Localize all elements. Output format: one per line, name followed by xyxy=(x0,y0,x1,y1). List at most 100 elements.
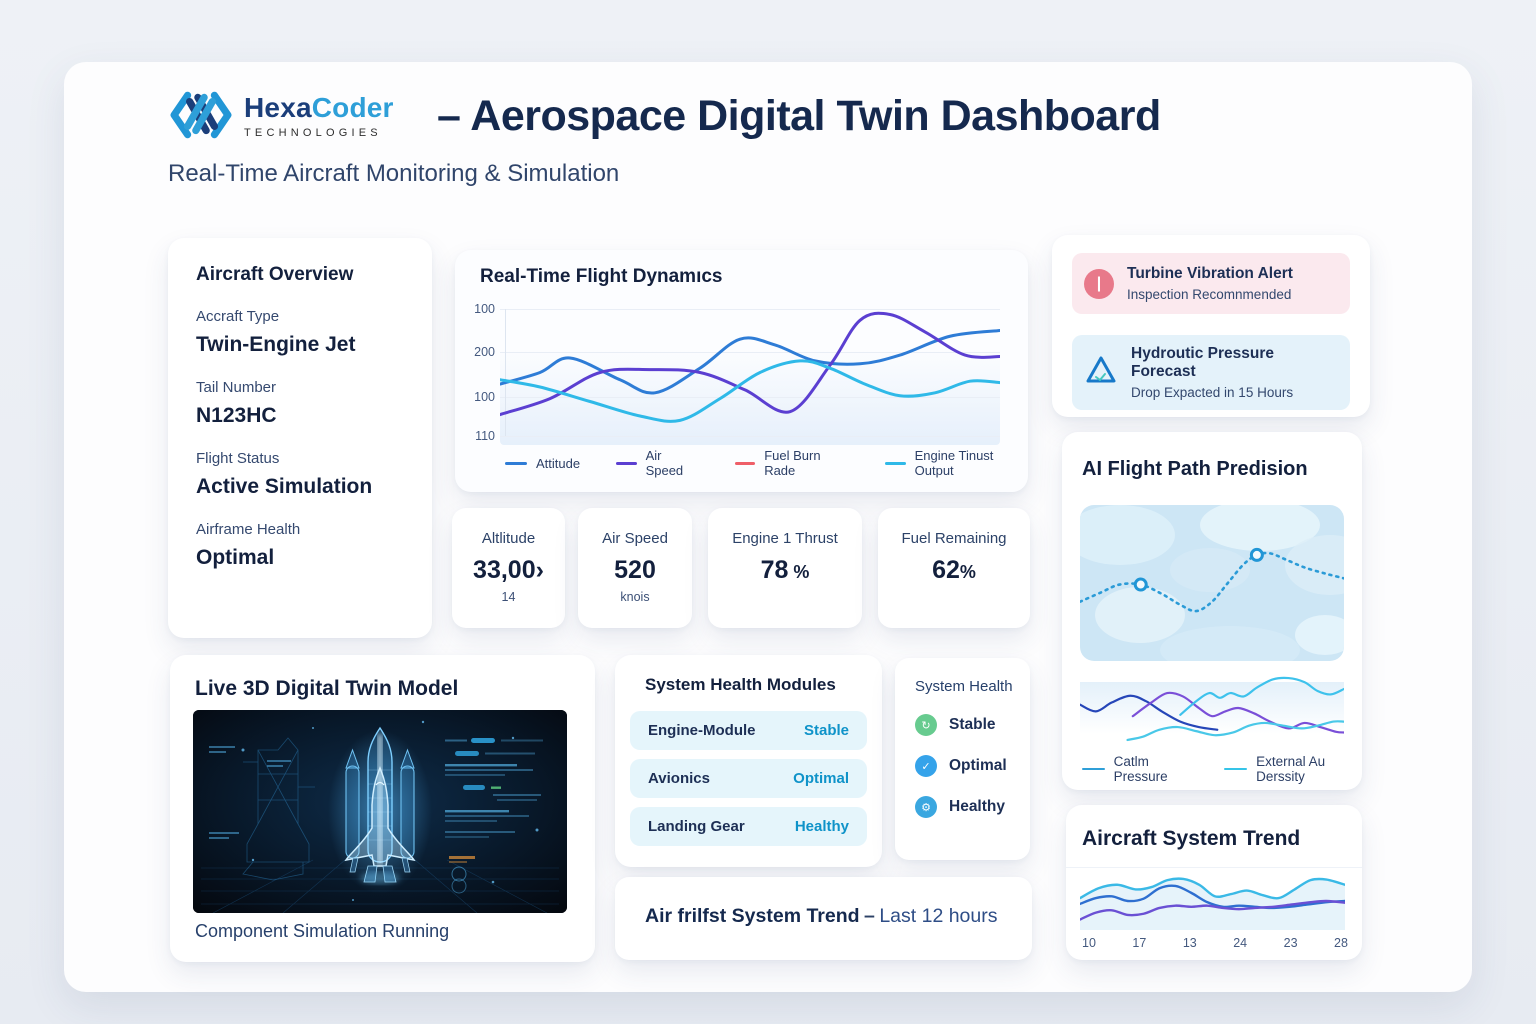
system-health-panel: System Health ↻ Stable ✓ Optimal ⚙ Healt… xyxy=(895,658,1030,860)
field-value: Active Simulation xyxy=(196,475,373,498)
trend-banner-title: Air frilfst System Trend xyxy=(645,905,860,927)
digital-twin-caption: Component Simulation Running xyxy=(195,921,450,941)
tail-number-field: Tail Number N123HC xyxy=(196,379,408,428)
hydraulic-pressure-alert[interactable]: Hydroutic Pressure Forecast Drop Expacte… xyxy=(1072,335,1350,410)
legend-item-fuel-burn[interactable]: Fuel Burn Rade xyxy=(734,448,849,478)
legend-item-external-density[interactable]: External Au Derssity xyxy=(1224,754,1362,784)
legend-item-engine-thrust[interactable]: Engine Tinust Output xyxy=(885,448,1028,478)
flight-path-legend: Catlm Pressure External Au Derssity xyxy=(1082,754,1362,784)
legend-label: Engine Tinust Output xyxy=(914,448,994,478)
metric-sub: knois xyxy=(620,590,650,604)
module-status: Healthy xyxy=(794,818,849,835)
legend-label: Air Speed xyxy=(645,448,684,478)
gridline xyxy=(500,397,1000,398)
x-tick: 28 xyxy=(1334,936,1348,950)
module-row-engine[interactable]: Engine-Module Stable xyxy=(630,711,867,750)
flight-path-chart xyxy=(1080,505,1344,661)
health-item-optimal: ✓ Optimal xyxy=(915,755,1030,777)
flight-status-field: Flight Status Active Simulation xyxy=(196,450,408,499)
legend-dash xyxy=(1082,767,1105,771)
module-status: Optimal xyxy=(793,770,849,787)
air-speed-metric-card: Air Speed 520 knois xyxy=(578,508,692,628)
flight-path-panel: AI Flight Path Predision Catlm Pressure xyxy=(1062,432,1362,790)
legend-item-calm-pressure[interactable]: Catlm Pressure xyxy=(1082,754,1194,784)
hexacoder-logo-icon xyxy=(170,86,232,149)
divider xyxy=(1066,867,1362,868)
alert-title: Hydroutic Pressure Forecast xyxy=(1131,345,1274,380)
y-tick: 100 xyxy=(474,390,495,404)
metric-label: Engine 1 Thrust xyxy=(732,530,838,547)
flight-dynamics-panel: Real-Time Flight Dynamıcs 100 200 100 11… xyxy=(455,250,1028,492)
field-label: Accraft Type xyxy=(196,308,280,325)
legend-label: Fuel Burn Rade xyxy=(764,448,821,478)
legend-item-air-speed[interactable]: Air Speed xyxy=(616,448,699,478)
metric-label: Air Speed xyxy=(602,530,668,547)
flight-dynamics-legend: Attitude Air Speed Fuel Burn Rade Engine… xyxy=(505,448,1028,478)
module-row-avionics[interactable]: Avionics Optimal xyxy=(630,759,867,798)
warning-triangle-icon xyxy=(1084,354,1118,391)
exclamation-icon: | xyxy=(1084,268,1114,299)
legend-item-attitude[interactable]: Attitude xyxy=(505,456,580,471)
system-trend-x-axis: 10 17 13 24 23 28 xyxy=(1082,936,1348,950)
field-value: N123HC xyxy=(196,404,277,427)
turbine-vibration-alert[interactable]: | Turbine Vibration Alert Inspection Rec… xyxy=(1072,253,1350,314)
legend-dash xyxy=(885,461,906,465)
page-title: – Aerospace Digital Twin Dashboard xyxy=(437,92,1161,140)
brand-block: HexaCoder TECHNOLOGIES xyxy=(244,92,394,139)
x-tick: 24 xyxy=(1233,936,1248,950)
metric-value: 33,00› xyxy=(473,556,544,584)
legend-label: External Au Derssity xyxy=(1256,754,1326,784)
x-tick: 10 xyxy=(1082,936,1096,950)
field-label: Tail Number xyxy=(196,379,277,396)
digital-twin-title: Live 3D Digital Twin Model xyxy=(195,677,459,700)
metric-sub: 14 xyxy=(501,590,516,604)
digital-twin-image xyxy=(193,710,567,913)
system-trend-chart xyxy=(1080,877,1345,930)
flight-path-map xyxy=(1080,505,1344,661)
gridline xyxy=(500,309,1000,310)
legend-dash xyxy=(734,461,756,465)
trend-banner: Air frilfst System Trend – Last 12 hours xyxy=(615,877,1032,960)
legend-label: Catlm Pressure xyxy=(1113,754,1168,784)
stable-status-icon: ↻ xyxy=(915,714,937,736)
module-rows: Engine-Module Stable Avionics Optimal La… xyxy=(630,711,867,855)
pressure-density-chart xyxy=(1080,676,1344,742)
aircraft-overview-panel: Aircraft Overview Accraft Type Twin-Engi… xyxy=(168,238,432,638)
health-label: Stable xyxy=(949,716,996,733)
health-label: Optimal xyxy=(949,757,1007,774)
y-axis-line xyxy=(505,309,506,436)
aircraft-type-field: Accraft Type Twin-Engine Jet xyxy=(196,308,408,357)
legend-label: Attitude xyxy=(536,455,581,471)
metric-label: Altlitude xyxy=(481,530,536,547)
gear-status-icon: ⚙ xyxy=(915,796,937,818)
module-row-landing-gear[interactable]: Landing Gear Healthy xyxy=(630,807,867,846)
engine-thrust-metric-card: Engine 1 Thrust 78 % xyxy=(708,508,862,628)
legend-dash xyxy=(1224,767,1248,771)
aircraft-overview-title: Aircraft Overview xyxy=(196,264,354,285)
health-item-stable: ↻ Stable xyxy=(915,714,1030,736)
alert-title: Turbine Vibration Alert xyxy=(1127,265,1293,282)
x-tick: 13 xyxy=(1182,936,1197,950)
altitude-metric-card: Altlitude 33,00› 14 xyxy=(452,508,565,628)
metric-value: 78 % xyxy=(760,556,810,584)
module-name: Landing Gear xyxy=(648,818,745,835)
gridline xyxy=(500,436,1000,437)
x-tick: 23 xyxy=(1283,936,1298,950)
metric-value: 520 xyxy=(614,556,656,584)
system-trend-panel: Aircraft System Trend 10 17 13 24 23 28 xyxy=(1066,805,1362,960)
trend-banner-dash: – xyxy=(864,905,875,927)
field-value: Twin-Engine Jet xyxy=(196,333,356,356)
y-tick: 200 xyxy=(474,345,495,359)
gridline xyxy=(500,352,1000,353)
system-health-modules-title: System Health Modules xyxy=(645,675,836,694)
check-status-icon: ✓ xyxy=(915,755,937,777)
module-name: Engine-Module xyxy=(648,722,756,739)
system-health-title: System Health xyxy=(915,678,1013,695)
alert-subtitle: Inspection Recomnmended xyxy=(1127,287,1292,302)
metric-value: 62% xyxy=(932,556,976,584)
system-trend-title: Aircraft System Trend xyxy=(1082,827,1301,850)
trend-banner-subtitle: Last 12 hours xyxy=(879,905,998,927)
health-label: Healthy xyxy=(949,798,1005,815)
field-label: Airframe Health xyxy=(196,521,301,538)
y-tick: 110 xyxy=(475,429,495,443)
